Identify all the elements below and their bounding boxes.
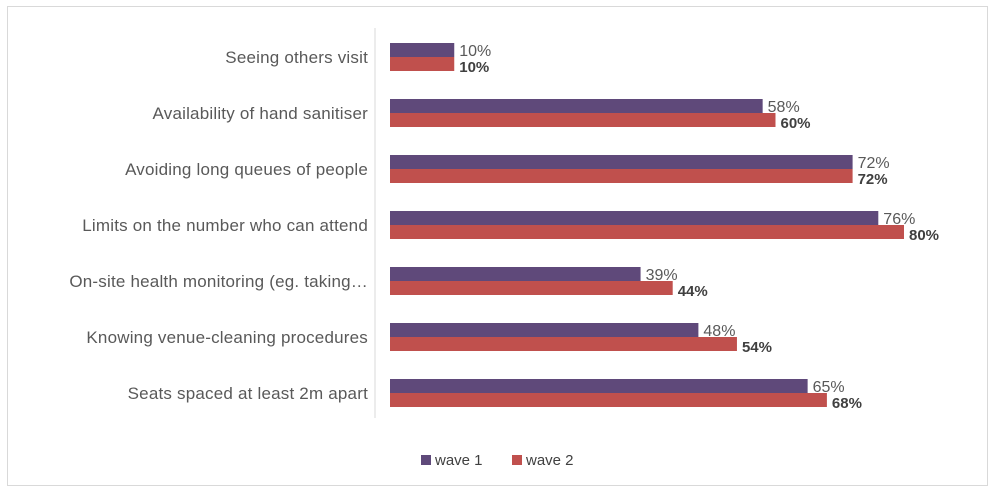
bar-wave-1 — [390, 323, 699, 337]
bar-wave-1 — [390, 211, 879, 225]
data-label: 65% — [813, 379, 845, 396]
bar-wave-2 — [390, 225, 904, 239]
bar-wave-1 — [390, 379, 808, 393]
bar-wave-2 — [390, 337, 737, 351]
legend-swatch — [512, 455, 522, 465]
category-label: Knowing venue-cleaning procedures — [86, 328, 368, 347]
category-label: On-site health monitoring (eg. taking… — [69, 272, 368, 291]
bar-wave-1 — [390, 155, 853, 169]
data-label: 60% — [781, 115, 811, 132]
data-label: 48% — [703, 323, 735, 340]
legend-label: wave 1 — [434, 452, 483, 469]
data-label: 72% — [858, 171, 888, 188]
category-label: Limits on the number who can attend — [82, 216, 368, 235]
bar-wave-2 — [390, 113, 776, 127]
data-label: 44% — [678, 283, 708, 300]
bar-wave-2 — [390, 169, 853, 183]
bar-wave-2 — [390, 281, 673, 295]
bar-wave-2 — [390, 393, 827, 407]
category-label: Seeing others visit — [225, 48, 368, 67]
category-label: Avoiding long queues of people — [125, 160, 368, 179]
data-label: 54% — [742, 339, 772, 356]
data-label: 80% — [909, 227, 939, 244]
bar-wave-2 — [390, 57, 455, 71]
data-label: 39% — [646, 267, 678, 284]
bar-wave-1 — [390, 267, 641, 281]
category-label: Availability of hand sanitiser — [153, 104, 369, 123]
data-label: 76% — [883, 211, 915, 228]
bar-wave-1 — [390, 99, 763, 113]
data-label: 72% — [858, 155, 890, 172]
data-label: 10% — [459, 59, 489, 76]
legend-label: wave 2 — [525, 452, 574, 469]
data-label: 10% — [459, 43, 491, 60]
category-label: Seats spaced at least 2m apart — [128, 384, 368, 403]
data-label: 58% — [768, 99, 800, 116]
data-label: 68% — [832, 395, 862, 412]
legend-swatch — [421, 455, 431, 465]
bar-wave-1 — [390, 43, 455, 57]
